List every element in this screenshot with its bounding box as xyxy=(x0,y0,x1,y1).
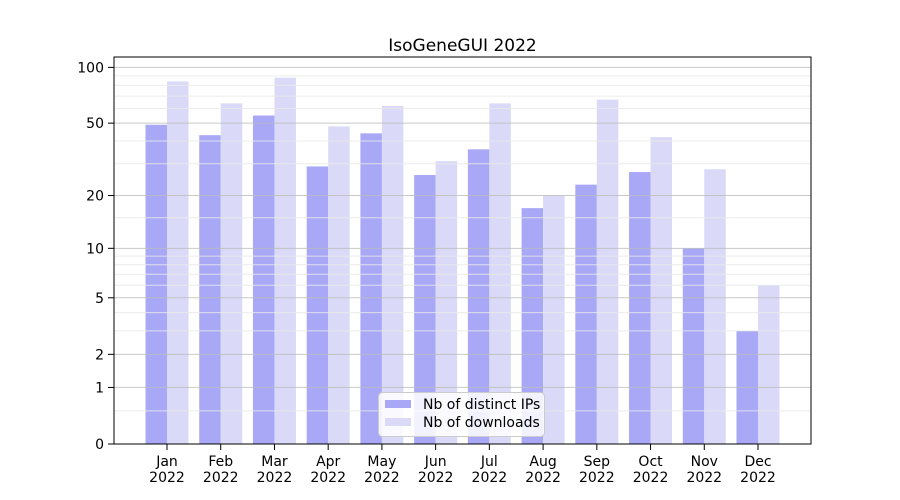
legend-box xyxy=(378,392,545,437)
y-tick-label: 20 xyxy=(86,189,104,205)
bar-downloads-feb xyxy=(220,103,243,445)
x-tick-label-year: 2022 xyxy=(149,470,185,486)
x-tick-label-month: May xyxy=(367,454,396,470)
x-tick-label-year: 2022 xyxy=(525,470,561,486)
x-tick-label-month: Apr xyxy=(316,454,340,470)
chart-title: IsoGeneGUI 2022 xyxy=(388,36,537,56)
x-tick-label-month: Jun xyxy=(424,454,447,470)
x-tick-label-month: Sep xyxy=(584,454,611,470)
bar-distinct-ips-jul xyxy=(467,149,490,444)
bar-downloads-may xyxy=(381,105,404,445)
x-tick-label-month: Mar xyxy=(261,454,288,470)
bar-distinct-ips-feb xyxy=(199,135,221,444)
x-tick-label-year: 2022 xyxy=(686,470,722,486)
bar-distinct-ips-aug xyxy=(521,208,544,444)
bar-downloads-mar xyxy=(274,77,296,444)
x-tick-label-year: 2022 xyxy=(418,470,454,486)
x-tick-label-year: 2022 xyxy=(203,470,239,486)
x-tick-label-year: 2022 xyxy=(633,470,669,486)
y-tick-label: 0 xyxy=(95,437,104,453)
bar-distinct-ips-apr xyxy=(306,166,329,444)
plot-border xyxy=(113,56,812,445)
bar-distinct-ips-sep xyxy=(575,184,597,444)
bar-downloads-aug xyxy=(543,195,565,444)
x-tick-label-year: 2022 xyxy=(740,470,776,486)
legend-swatch-downloads xyxy=(385,418,411,426)
bar-distinct-ips-jan xyxy=(145,124,167,445)
x-tick-label-month: Dec xyxy=(744,454,771,470)
bar-downloads-sep xyxy=(596,99,619,444)
bar-distinct-ips-oct xyxy=(629,172,651,444)
bar-downloads-jul xyxy=(489,103,511,445)
legend-swatch-distinct-ips xyxy=(385,400,411,408)
x-tick-label-month: Oct xyxy=(638,454,663,470)
x-tick-label-year: 2022 xyxy=(579,470,615,486)
bar-distinct-ips-may xyxy=(360,133,382,444)
x-tick-label-month: Aug xyxy=(529,454,556,470)
legend-label-distinct-ips: Nb of distinct IPs xyxy=(423,397,540,413)
x-tick-label-year: 2022 xyxy=(472,470,508,486)
bar-distinct-ips-jun xyxy=(414,175,436,444)
y-tick-label: 50 xyxy=(86,116,104,132)
bar-downloads-jun xyxy=(435,161,458,444)
y-tick-label: 1 xyxy=(95,380,104,396)
legend-label-downloads: Nb of downloads xyxy=(423,415,540,431)
bar-distinct-ips-nov xyxy=(682,248,705,444)
x-tick-label-year: 2022 xyxy=(310,470,346,486)
y-tick-label: 2 xyxy=(95,347,104,363)
y-tick-label: 100 xyxy=(77,60,104,76)
bar-downloads-jan xyxy=(167,81,189,445)
y-tick-label: 5 xyxy=(95,291,104,307)
x-tick-label-year: 2022 xyxy=(257,470,293,486)
bar-downloads-nov xyxy=(704,169,726,444)
bar-downloads-oct xyxy=(650,137,673,444)
x-tick-label-month: Nov xyxy=(691,454,718,470)
legend xyxy=(378,392,545,437)
bar-downloads-dec xyxy=(758,285,780,444)
x-tick-label-month: Jul xyxy=(480,454,498,470)
x-tick-label-month: Jan xyxy=(155,454,178,470)
x-tick-label-year: 2022 xyxy=(364,470,400,486)
x-tick-label-month: Feb xyxy=(208,454,233,470)
y-tick-label: 10 xyxy=(86,241,104,257)
bar-distinct-ips-mar xyxy=(252,115,275,444)
